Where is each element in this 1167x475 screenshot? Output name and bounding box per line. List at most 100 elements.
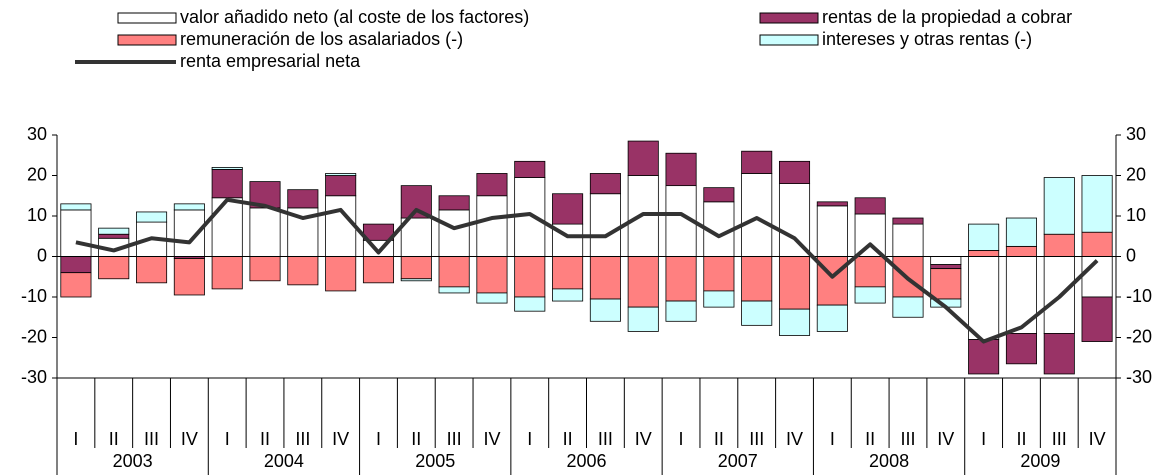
- bar: [287, 189, 319, 209]
- bar: [173, 258, 205, 296]
- bar: [514, 256, 546, 298]
- legend-label: valor añadido neto (al coste de los fact…: [180, 7, 529, 27]
- bar: [854, 286, 886, 304]
- y2-tick-label: 20: [1126, 164, 1146, 184]
- y-tick-label: -10: [21, 286, 47, 306]
- bar: [476, 292, 508, 304]
- y-tick-label: 0: [37, 245, 47, 265]
- y2-tick-label: 30: [1126, 124, 1146, 144]
- bar: [60, 203, 92, 211]
- group-label: 2008: [869, 451, 909, 471]
- x-tick-label: IV: [786, 429, 803, 449]
- bar: [325, 256, 357, 292]
- bar: [703, 187, 735, 203]
- bar: [476, 173, 508, 197]
- bar: [589, 256, 621, 300]
- bar: [400, 256, 432, 280]
- bar: [741, 150, 773, 174]
- legend-label: intereses y otras rentas (-): [822, 29, 1032, 49]
- bar: [249, 207, 281, 257]
- bar: [98, 256, 130, 280]
- x-tick-label: I: [73, 429, 78, 449]
- x-tick-label: III: [144, 429, 159, 449]
- bar: [930, 256, 962, 266]
- bar: [1005, 333, 1037, 365]
- bar: [438, 195, 470, 211]
- legend-swatch: [759, 34, 819, 46]
- bar: [362, 223, 395, 241]
- y-tick-label: 30: [27, 124, 47, 144]
- x-tick-label: III: [1052, 429, 1067, 449]
- x-tick-label: III: [598, 429, 613, 449]
- bar: [211, 166, 243, 170]
- bar: [1043, 233, 1075, 257]
- bar: [968, 339, 1000, 375]
- x-tick-label: II: [1016, 429, 1026, 449]
- bar: [476, 195, 508, 257]
- x-tick-label: IV: [181, 429, 198, 449]
- bar: [892, 223, 924, 257]
- bar: [325, 175, 357, 197]
- bar: [854, 213, 886, 257]
- group-label: 2009: [1020, 451, 1060, 471]
- bar: [173, 203, 205, 211]
- bar: [211, 197, 243, 257]
- x-tick-label: II: [865, 429, 875, 449]
- legend-label: renta empresarial neta: [180, 51, 361, 71]
- y-tick-label: 20: [27, 164, 47, 184]
- bar: [552, 256, 584, 290]
- group-label: 2004: [264, 451, 304, 471]
- bar: [211, 169, 243, 199]
- group-label: 2006: [566, 451, 606, 471]
- bar: [136, 256, 168, 284]
- bar: [211, 256, 243, 290]
- bar: [1081, 231, 1113, 257]
- bar: [136, 211, 168, 223]
- bar: [665, 152, 697, 187]
- bar: [741, 256, 773, 302]
- y2-tick-label: -10: [1126, 286, 1152, 306]
- group-label: 2005: [415, 451, 455, 471]
- bar: [325, 173, 357, 176]
- bar: [1005, 256, 1037, 334]
- bar: [968, 256, 1000, 340]
- bar: [627, 256, 659, 308]
- y2-tick-label: 10: [1126, 205, 1146, 225]
- bar: [665, 300, 697, 322]
- x-tick-label: III: [900, 429, 915, 449]
- x-tick-label: IV: [937, 429, 954, 449]
- bar: [1005, 217, 1037, 247]
- x-tick-label: I: [679, 429, 684, 449]
- bar: [552, 288, 584, 302]
- bar: [816, 205, 848, 257]
- bar: [1005, 245, 1037, 257]
- bar: [60, 209, 92, 257]
- x-tick-label: II: [563, 429, 573, 449]
- group-label: 2003: [113, 451, 153, 471]
- y2-tick-label: 0: [1126, 245, 1136, 265]
- x-tick-label: IV: [483, 429, 500, 449]
- bar: [552, 193, 584, 225]
- bar: [98, 227, 130, 235]
- bar: [703, 290, 735, 308]
- bar: [930, 268, 962, 300]
- x-tick-label: IV: [332, 429, 349, 449]
- bar: [60, 272, 92, 298]
- bar: [627, 306, 659, 332]
- bar: [930, 264, 962, 270]
- bar: [778, 256, 811, 310]
- y-tick-label: 10: [27, 205, 47, 225]
- bar: [589, 298, 621, 322]
- bar: [1043, 333, 1075, 375]
- legend-swatch: [759, 12, 819, 24]
- bar: [514, 160, 546, 178]
- bar: [741, 300, 773, 326]
- bar: [816, 304, 848, 332]
- y2-tick-label: -20: [1126, 326, 1152, 346]
- line-series: [75, 197, 1099, 344]
- x-tick-label: I: [376, 429, 381, 449]
- x-tick-label: II: [411, 429, 421, 449]
- bar: [968, 223, 1000, 251]
- bar: [438, 209, 470, 257]
- bar: [703, 256, 735, 292]
